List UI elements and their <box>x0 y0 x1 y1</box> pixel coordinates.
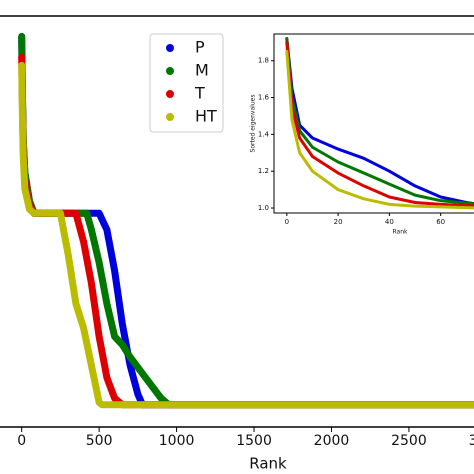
y-tick-label: 1.6 <box>258 94 270 102</box>
legend-marker <box>166 44 174 52</box>
x-tick-label: 2500 <box>391 433 427 449</box>
plot-area <box>18 33 474 409</box>
y-tick-label: 1.8 <box>258 57 269 65</box>
legend-marker <box>166 90 174 98</box>
y-axis-label: Sorted eigenvalues <box>250 95 257 153</box>
y-tick-label: 1.4 <box>258 130 270 138</box>
series-points <box>18 61 474 409</box>
x-tick-label: 3000 <box>469 433 474 449</box>
legend-label: P <box>195 38 205 57</box>
legend-box <box>149 33 224 133</box>
legend-label: HT <box>195 107 217 126</box>
plot-area <box>285 37 474 210</box>
x-tick-label: 0 <box>285 218 289 226</box>
y-tick-label: 1.2 <box>258 167 269 175</box>
legend-marker <box>166 67 174 75</box>
series-points <box>285 49 474 210</box>
legend-label: M <box>195 61 209 80</box>
x-tick-label: 60 <box>436 218 445 226</box>
legend-label: T <box>194 84 205 103</box>
x-tick-label: 20 <box>334 218 343 226</box>
x-axis-label: Rank <box>393 229 409 236</box>
x-tick-label: 0 <box>17 433 26 449</box>
x-axis-label: Rank <box>249 455 287 473</box>
x-tick-label: 2000 <box>314 433 350 449</box>
series-points <box>285 40 474 208</box>
legend-marker <box>166 113 174 121</box>
x-tick-label: 40 <box>385 218 394 226</box>
series-points <box>285 37 474 206</box>
x-tick-label: 1500 <box>236 433 272 449</box>
x-tick-label: 1000 <box>159 433 195 449</box>
series-points <box>285 37 474 206</box>
inset-background <box>273 33 474 214</box>
y-tick-label: 1.0 <box>258 204 269 212</box>
x-tick-label: 500 <box>86 433 113 449</box>
